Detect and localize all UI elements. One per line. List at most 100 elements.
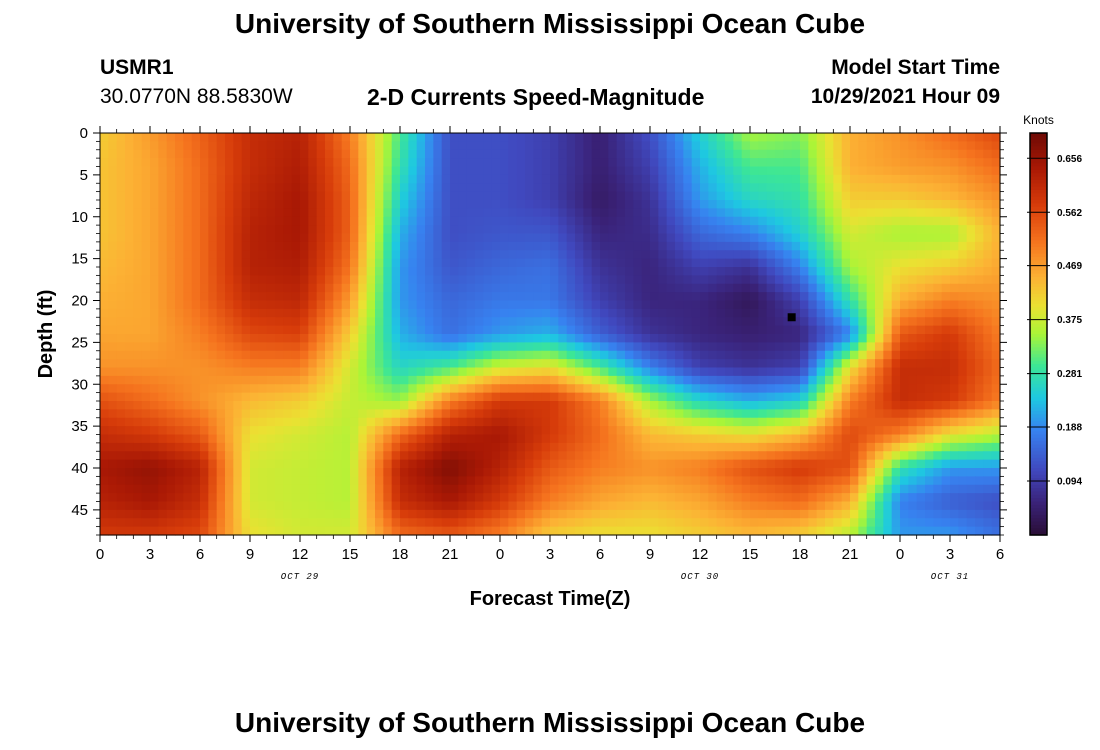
heat-cell (591, 174, 601, 184)
heat-cell (616, 426, 626, 436)
heat-cell (350, 359, 359, 369)
heat-cell (766, 509, 776, 519)
heat-cell (833, 149, 843, 159)
heat-cell (183, 258, 193, 268)
heat-cell (341, 250, 351, 260)
heat-cell (516, 375, 526, 385)
heat-cell (850, 392, 859, 402)
heat-cell (600, 183, 609, 193)
heat-cell (633, 451, 643, 461)
heat-cell (566, 501, 576, 511)
heat-cell (991, 191, 1001, 201)
heat-cell (841, 468, 851, 477)
heat-cell (666, 191, 676, 201)
heat-cell (883, 174, 893, 184)
heat-cell (683, 442, 693, 452)
heat-cell (758, 409, 768, 419)
heat-cell (900, 342, 909, 352)
heat-cell (850, 158, 859, 168)
heat-cell (125, 166, 134, 176)
heat-cell (716, 417, 726, 427)
heat-cell (533, 468, 543, 477)
heat-cell (291, 275, 301, 285)
heat-cell (600, 384, 609, 394)
heat-cell (875, 191, 884, 201)
heat-cell (841, 258, 851, 268)
heat-cell (641, 225, 651, 235)
heat-cell (108, 258, 118, 268)
heat-cell (483, 417, 493, 427)
heat-cell (100, 367, 109, 377)
heat-cell (408, 225, 418, 235)
heat-cell (150, 283, 159, 293)
heat-cell (491, 183, 501, 193)
heat-cell (491, 334, 501, 343)
heat-cell (833, 375, 843, 385)
heat-cell (358, 484, 368, 494)
heat-cell (683, 225, 693, 235)
heat-cell (725, 484, 734, 494)
heat-cell (316, 183, 326, 193)
heat-cell (816, 241, 826, 251)
heat-cell (408, 174, 418, 184)
heat-cell (958, 350, 968, 360)
heat-cell (133, 141, 143, 151)
heat-cell (758, 300, 768, 310)
heat-cell (441, 434, 451, 444)
heat-cell (883, 493, 893, 503)
heat-cell (558, 283, 568, 293)
heat-cell (458, 283, 468, 293)
heat-cell (733, 283, 743, 293)
heat-cell (575, 300, 584, 310)
heat-cell (508, 409, 518, 419)
heat-cell (308, 267, 318, 276)
heat-cell (908, 367, 918, 377)
heat-cell (591, 283, 601, 293)
heat-cell (791, 350, 801, 360)
heat-cell (875, 225, 884, 235)
heat-cell (916, 133, 926, 142)
heat-cell (500, 208, 509, 218)
heat-cell (775, 133, 784, 142)
heat-cell (433, 133, 443, 142)
heat-cell (508, 283, 518, 293)
heat-cell (458, 350, 468, 360)
heat-cell (233, 459, 243, 469)
heat-cell (108, 200, 118, 209)
heat-cell (325, 158, 334, 168)
heat-cell (975, 200, 984, 209)
heat-cell (108, 241, 118, 251)
heat-cell (558, 250, 568, 260)
heat-cell (816, 417, 826, 427)
heat-cell (108, 518, 118, 528)
heat-cell (875, 149, 884, 159)
heat-cell (558, 216, 568, 226)
heat-cell (283, 509, 293, 519)
heat-cell (591, 459, 601, 469)
heat-cell (800, 384, 809, 394)
heat-cell (900, 317, 909, 327)
heat-cell (825, 451, 834, 461)
heat-cell (491, 158, 501, 168)
heat-cell (150, 300, 159, 310)
heat-cell (650, 275, 659, 285)
heat-cell (750, 501, 759, 511)
heat-cell (625, 141, 634, 151)
heat-cell (941, 476, 951, 486)
heat-cell (950, 308, 959, 318)
heat-cell (400, 149, 409, 159)
heat-cell (691, 334, 701, 343)
heat-cell (641, 459, 651, 469)
heat-cell (750, 367, 759, 377)
heat-cell (683, 501, 693, 511)
heat-cell (591, 133, 601, 142)
heat-cell (675, 225, 684, 235)
heat-cell (975, 308, 984, 318)
heat-cell (133, 384, 143, 394)
heat-cell (175, 158, 184, 168)
heat-cell (808, 292, 818, 302)
heat-cell (533, 317, 543, 327)
heat-cell (800, 275, 809, 285)
heat-cell (950, 334, 959, 343)
heat-cell (833, 225, 843, 235)
